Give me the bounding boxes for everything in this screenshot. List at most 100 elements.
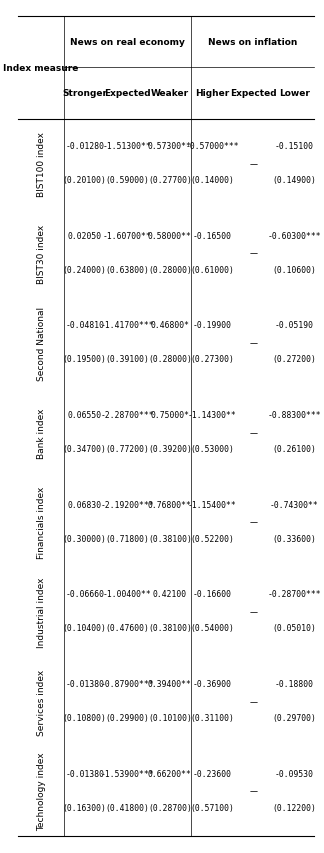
Text: (0.53000): (0.53000) (190, 444, 234, 454)
Text: 0.76800**: 0.76800** (148, 500, 192, 509)
Text: —: — (249, 607, 258, 617)
Text: -0.36900: -0.36900 (192, 679, 232, 688)
Text: (0.27700): (0.27700) (148, 176, 192, 185)
Text: -1.60700**: -1.60700** (103, 231, 151, 241)
Text: -0.16600: -0.16600 (192, 589, 232, 599)
Text: (0.57100): (0.57100) (190, 803, 234, 812)
Text: 0.06830: 0.06830 (68, 500, 102, 509)
Text: Industrial index: Industrial index (37, 577, 46, 647)
Text: -0.57000***: -0.57000*** (185, 142, 239, 151)
Text: -2.19200***: -2.19200*** (100, 500, 154, 509)
Text: -2.28700***: -2.28700*** (100, 410, 154, 420)
Text: Index measure: Index measure (4, 64, 79, 73)
Text: (0.39200): (0.39200) (148, 444, 192, 454)
Text: -0.19900: -0.19900 (192, 321, 232, 330)
Text: Expected: Expected (230, 90, 277, 98)
Text: Financials index: Financials index (37, 486, 46, 559)
Text: -0.88300***: -0.88300*** (267, 410, 321, 420)
Text: News on real economy: News on real economy (70, 38, 185, 47)
Text: 0.46800*: 0.46800* (150, 321, 190, 330)
Text: —: — (249, 249, 258, 258)
Text: -0.05190: -0.05190 (275, 321, 314, 330)
Text: Expected: Expected (104, 90, 150, 98)
Text: (0.12200): (0.12200) (272, 803, 316, 812)
Text: (0.19500): (0.19500) (63, 355, 107, 364)
Text: (0.14000): (0.14000) (190, 176, 234, 185)
Text: -0.28700***: -0.28700*** (267, 589, 321, 599)
Text: -1.00400**: -1.00400** (103, 589, 151, 599)
Text: BIST100 index: BIST100 index (37, 131, 46, 197)
Text: (0.77200): (0.77200) (105, 444, 149, 454)
Text: 0.58000**: 0.58000** (148, 231, 192, 241)
Text: 0.66200**: 0.66200** (148, 769, 192, 778)
Text: -0.60300***: -0.60300*** (267, 231, 321, 241)
Text: (0.31100): (0.31100) (190, 713, 234, 722)
Text: -0.87900***: -0.87900*** (100, 679, 154, 688)
Text: (0.34700): (0.34700) (63, 444, 107, 454)
Text: (0.10600): (0.10600) (272, 265, 316, 275)
Text: (0.10800): (0.10800) (63, 713, 107, 722)
Text: 0.75000*: 0.75000* (150, 410, 190, 420)
Text: (0.28000): (0.28000) (148, 355, 192, 364)
Text: -0.15100: -0.15100 (275, 142, 314, 151)
Text: (0.71800): (0.71800) (105, 534, 149, 543)
Text: Lower: Lower (279, 90, 310, 98)
Text: (0.41800): (0.41800) (105, 803, 149, 812)
Text: -1.15400**: -1.15400** (188, 500, 237, 509)
Text: (0.63800): (0.63800) (105, 265, 149, 275)
Text: 0.39400**: 0.39400** (148, 679, 192, 688)
Text: (0.52200): (0.52200) (190, 534, 234, 543)
Text: (0.30000): (0.30000) (63, 534, 107, 543)
Text: -0.16500: -0.16500 (192, 231, 232, 241)
Text: BIST30 index: BIST30 index (37, 224, 46, 283)
Text: (0.39100): (0.39100) (105, 355, 149, 364)
Text: Services index: Services index (37, 669, 46, 734)
Text: -0.06660: -0.06660 (65, 589, 104, 599)
Text: 0.02050: 0.02050 (68, 231, 102, 241)
Text: Stronger: Stronger (62, 90, 107, 98)
Text: (0.38100): (0.38100) (148, 624, 192, 633)
Text: -0.23600: -0.23600 (192, 769, 232, 778)
Text: -1.53900***: -1.53900*** (100, 769, 154, 778)
Text: (0.10400): (0.10400) (63, 624, 107, 633)
Text: (0.24000): (0.24000) (63, 265, 107, 275)
Text: (0.27300): (0.27300) (190, 355, 234, 364)
Text: 0.42100: 0.42100 (153, 589, 187, 599)
Text: Second National: Second National (37, 306, 46, 380)
Text: Higher: Higher (195, 90, 229, 98)
Text: (0.20100): (0.20100) (63, 176, 107, 185)
Text: -0.01380: -0.01380 (65, 679, 104, 688)
Text: 0.57300**: 0.57300** (148, 142, 192, 151)
Text: —: — (249, 428, 258, 438)
Text: -1.14300**: -1.14300** (188, 410, 237, 420)
Text: Bank index: Bank index (37, 408, 46, 458)
Text: —: — (249, 786, 258, 796)
Text: Weaker: Weaker (151, 90, 189, 98)
Text: (0.54000): (0.54000) (190, 624, 234, 633)
Text: (0.16300): (0.16300) (63, 803, 107, 812)
Text: (0.59000): (0.59000) (105, 176, 149, 185)
Text: (0.27200): (0.27200) (272, 355, 316, 364)
Text: -0.74300**: -0.74300** (270, 500, 318, 509)
Text: -1.41700***: -1.41700*** (100, 321, 154, 330)
Text: (0.29700): (0.29700) (272, 713, 316, 722)
Text: (0.61000): (0.61000) (190, 265, 234, 275)
Text: (0.33600): (0.33600) (272, 534, 316, 543)
Text: (0.10100): (0.10100) (148, 713, 192, 722)
Text: (0.05010): (0.05010) (272, 624, 316, 633)
Text: -0.01380: -0.01380 (65, 769, 104, 778)
Text: Technology index: Technology index (37, 751, 46, 831)
Text: 0.06550: 0.06550 (68, 410, 102, 420)
Text: (0.47600): (0.47600) (105, 624, 149, 633)
Text: -0.04810: -0.04810 (65, 321, 104, 330)
Text: (0.26100): (0.26100) (272, 444, 316, 454)
Text: —: — (249, 518, 258, 527)
Text: -0.01280: -0.01280 (65, 142, 104, 151)
Text: -1.51300**: -1.51300** (103, 142, 151, 151)
Text: News on inflation: News on inflation (208, 38, 297, 47)
Text: -0.18800: -0.18800 (275, 679, 314, 688)
Text: (0.38100): (0.38100) (148, 534, 192, 543)
Text: -0.09530: -0.09530 (275, 769, 314, 778)
Text: (0.28700): (0.28700) (148, 803, 192, 812)
Text: (0.29900): (0.29900) (105, 713, 149, 722)
